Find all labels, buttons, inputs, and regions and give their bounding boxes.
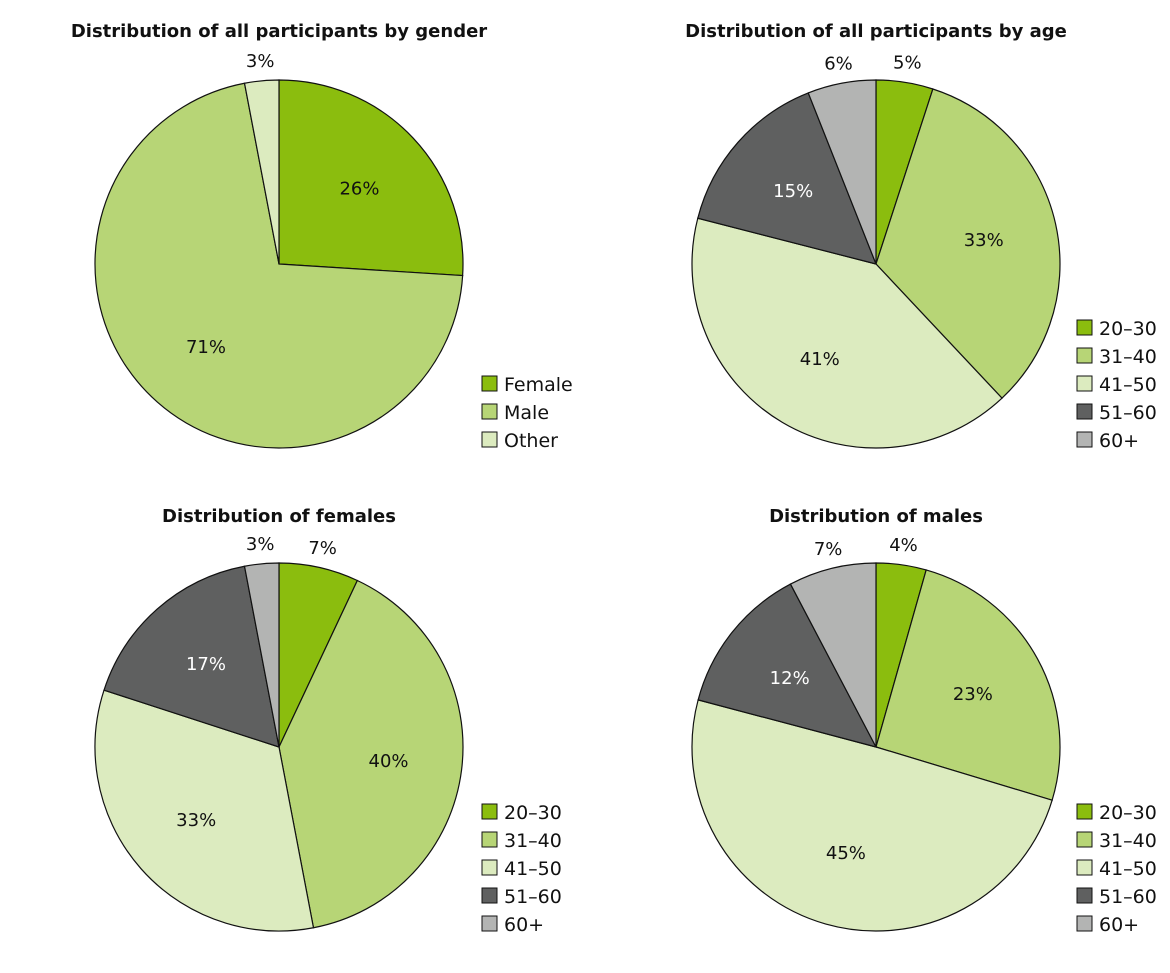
pie-slice-31-40 (875, 88, 1061, 399)
data-label: 7% (814, 539, 843, 560)
pie-slice-31-40 (875, 569, 1061, 801)
data-label: 6% (824, 54, 853, 75)
pie-slice-60+ (789, 562, 877, 748)
legend-label: Male (504, 402, 549, 424)
chart-title: Distribution of all participants by age (685, 21, 1067, 42)
data-label: 71% (186, 337, 226, 358)
legend-label: 20–30 (1099, 318, 1157, 340)
legend-label: 41–50 (1099, 374, 1157, 396)
data-label: 15% (773, 181, 813, 202)
legend-label: Other (504, 430, 558, 452)
data-label: 26% (339, 178, 379, 199)
legend-label: 51–60 (1099, 402, 1157, 424)
legend-label: 51–60 (1099, 886, 1157, 908)
data-label: 33% (176, 810, 216, 831)
data-label: 3% (246, 534, 275, 555)
data-label: 41% (800, 349, 840, 370)
legend-swatch (1076, 915, 1093, 932)
chart-title: Distribution of all participants by gend… (71, 21, 487, 42)
data-label: 4% (889, 535, 918, 556)
chart-title: Distribution of females (162, 506, 396, 527)
legend-swatch (481, 375, 498, 392)
data-label: 33% (964, 230, 1004, 251)
legend-label: 31–40 (1099, 830, 1157, 852)
legend-swatch (1076, 319, 1093, 336)
data-label: 23% (953, 684, 993, 705)
legend-label: 60+ (1099, 430, 1139, 452)
legend-swatch (1076, 403, 1093, 420)
legend-label: 41–50 (504, 858, 562, 880)
legend-swatch (481, 915, 498, 932)
data-label: 40% (369, 751, 409, 772)
legend-swatch (481, 831, 498, 848)
data-label: 45% (826, 843, 866, 864)
legend-label: Female (504, 374, 573, 396)
legend-swatch (1076, 887, 1093, 904)
pie-slice-41-50 (691, 217, 1003, 449)
pie-slice-female (278, 79, 464, 277)
pie-slice-51-60 (697, 583, 878, 748)
pie-chart-4: Distribution of males 4% 23% 45% 12% 7% 20–30 3… (691, 506, 1157, 936)
legend-swatch (481, 859, 498, 876)
legend-swatch (481, 403, 498, 420)
chart-title: Distribution of males (769, 506, 983, 527)
pie-chart-3: Distribution of females 7% 40% 33% 17% 3% 20–3… (94, 506, 562, 936)
pie-slice-31-40 (278, 579, 464, 929)
pie-slice-51-60 (103, 565, 280, 748)
legend-label: 60+ (1099, 914, 1139, 936)
legend-label: 41–50 (1099, 858, 1157, 880)
pie-slice-60+ (807, 79, 877, 265)
legend-label: 20–30 (1099, 802, 1157, 824)
legend-swatch (481, 803, 498, 820)
data-label: 3% (246, 51, 275, 72)
legend-swatch (1076, 375, 1093, 392)
legend-swatch (1076, 431, 1093, 448)
pie-slice-51-60 (697, 92, 877, 265)
data-label: 17% (186, 654, 226, 675)
pie-slice-male (94, 82, 464, 449)
pie-chart-2: Distribution of all participants by age 5… (685, 21, 1157, 452)
data-label: 12% (770, 668, 810, 689)
legend-swatch (1076, 347, 1093, 364)
legend-label: 31–40 (504, 830, 562, 852)
legend-label: 60+ (504, 914, 544, 936)
legend-swatch (481, 431, 498, 448)
legend-label: 20–30 (504, 802, 562, 824)
legend-label: 31–40 (1099, 346, 1157, 368)
legend-swatch (1076, 859, 1093, 876)
legend-label: 51–60 (504, 886, 562, 908)
pie-slice-41-50 (94, 689, 315, 932)
pie-slice-60+ (243, 562, 280, 748)
pie-slice-41-50 (691, 699, 1053, 932)
pie-chart-1: Distribution of all participants by gend… (71, 21, 573, 452)
legend-swatch (1076, 803, 1093, 820)
pie-slice-other (243, 79, 280, 265)
legend-swatch (481, 887, 498, 904)
data-label: 7% (308, 538, 337, 559)
data-label: 5% (893, 52, 922, 73)
legend-swatch (1076, 831, 1093, 848)
